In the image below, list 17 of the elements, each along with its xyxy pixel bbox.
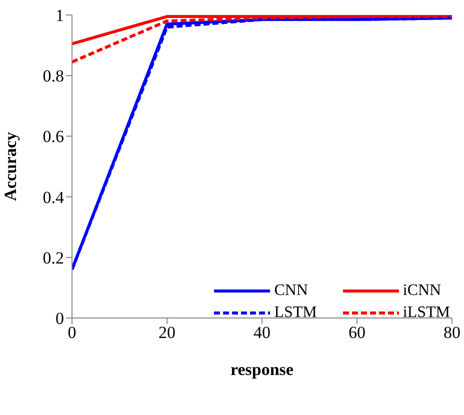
x-tick-label: 20 xyxy=(158,323,176,342)
legend-label: LSTM xyxy=(274,304,317,322)
y-axis-title: Accuracy xyxy=(1,132,20,201)
y-tick-label: 1 xyxy=(56,6,64,26)
y-tick-label: 0.4 xyxy=(42,188,64,207)
x-tick-label: 40 xyxy=(254,323,270,342)
x-tick-label: 60 xyxy=(348,323,366,342)
legend-label: iCNN xyxy=(402,282,442,300)
x-axis-title: response xyxy=(230,360,294,379)
legend-label: CNN xyxy=(274,282,308,300)
y-tick-label: 0.8 xyxy=(42,66,64,86)
y-tick-label: 0 xyxy=(56,309,64,328)
y-tick-label: 0.6 xyxy=(42,127,64,146)
x-tick-label: 0 xyxy=(68,323,76,342)
x-tick-label: 80 xyxy=(444,323,460,342)
y-tick-label: 0.2 xyxy=(42,248,64,268)
legend-label: iLSTM xyxy=(402,304,450,322)
